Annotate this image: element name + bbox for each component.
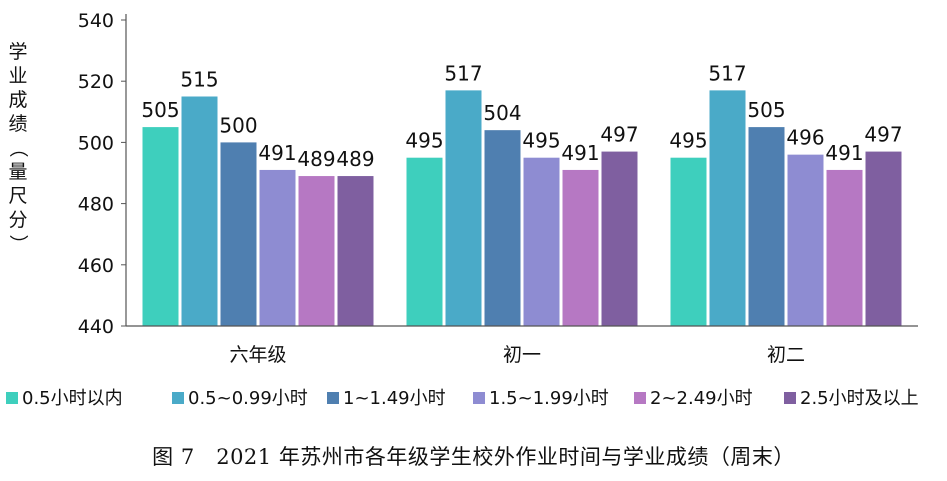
legend-swatch [172, 392, 184, 404]
bar [484, 130, 521, 326]
legend-swatch [784, 392, 796, 404]
data-label: 505 [747, 98, 785, 122]
bar [142, 127, 179, 326]
x-category-label: 初一 [503, 344, 541, 366]
data-label: 491 [561, 141, 599, 165]
y-tick-label: 480 [78, 194, 114, 216]
bar [865, 151, 902, 326]
bar [406, 157, 443, 326]
x-category-label: 六年级 [229, 344, 286, 366]
legend-label: 2.5小时及以上 [800, 388, 919, 409]
bar [181, 96, 218, 326]
bar [748, 127, 785, 326]
bar [298, 176, 335, 326]
legend-label: 0.5小时以内 [22, 388, 123, 409]
data-label: 500 [219, 113, 257, 137]
data-label: 495 [522, 129, 560, 153]
legend-label: 0.5~0.99小时 [188, 388, 308, 409]
legend-swatch [327, 392, 339, 404]
legend-label: 1.5~1.99小时 [489, 388, 609, 409]
bar [787, 154, 824, 326]
y-axis-label-char: 量 [8, 161, 27, 183]
y-tick-label: 520 [78, 71, 114, 93]
data-label: 491 [825, 141, 863, 165]
legend-label: 2~2.49小时 [650, 388, 753, 409]
y-axis-label-char: 分 [8, 209, 27, 231]
y-tick-label: 500 [78, 132, 114, 154]
legend-label: 1~1.49小时 [343, 388, 446, 409]
data-label: 497 [600, 123, 638, 147]
legend-swatch [634, 392, 646, 404]
legend-swatch [473, 392, 485, 404]
data-label: 489 [297, 147, 335, 171]
y-tick-label: 440 [78, 316, 114, 338]
y-axis-label-char: 绩 [8, 113, 27, 135]
y-axis-label-char: 尺 [8, 185, 27, 207]
data-label: 497 [864, 123, 902, 147]
axes [125, 14, 918, 327]
legend: 0.5小时以内 0.5~0.99小时 1~1.49小时 1.5~1.99小时 2~2.4… [6, 388, 919, 409]
data-label: 517 [444, 61, 482, 85]
data-label: 505 [141, 98, 179, 122]
figure-caption: 图 7 2021 年苏州市各年级学生校外作业时间与学业成绩（周末） [152, 445, 795, 469]
y-axis-label-char: ） [7, 234, 29, 253]
bar [523, 157, 560, 326]
y-axis-label-char: 学 [8, 41, 27, 63]
y-axis-label-char: 业 [8, 65, 27, 87]
bar [220, 142, 257, 326]
data-label: 504 [483, 101, 521, 125]
bar [670, 157, 707, 326]
y-tick-label: 540 [78, 10, 114, 32]
data-label: 491 [258, 141, 296, 165]
bar [337, 176, 374, 326]
data-label: 495 [405, 129, 443, 153]
data-label: 517 [708, 61, 746, 85]
bar [826, 169, 863, 326]
y-axis-label-char: 成 [8, 89, 27, 111]
bar [562, 169, 599, 326]
bar [445, 90, 482, 326]
y-axis-label-char: （ [7, 138, 29, 157]
data-label: 495 [669, 129, 707, 153]
data-label: 496 [786, 126, 824, 150]
x-category-label: 初二 [767, 344, 805, 366]
bar [709, 90, 746, 326]
data-label: 515 [180, 68, 218, 92]
y-tick-label: 460 [78, 255, 114, 277]
y-axis-ticks: 440 460 480 500 520 540 [78, 10, 126, 338]
bar [259, 169, 296, 326]
category-labels: 六年级 初一 初二 [229, 344, 805, 366]
y-axis-label: 学业成绩 （ 量尺分 ） [7, 41, 29, 254]
bar [601, 151, 638, 326]
legend-swatch [6, 392, 18, 404]
bars [142, 90, 902, 326]
data-label: 489 [336, 147, 374, 171]
